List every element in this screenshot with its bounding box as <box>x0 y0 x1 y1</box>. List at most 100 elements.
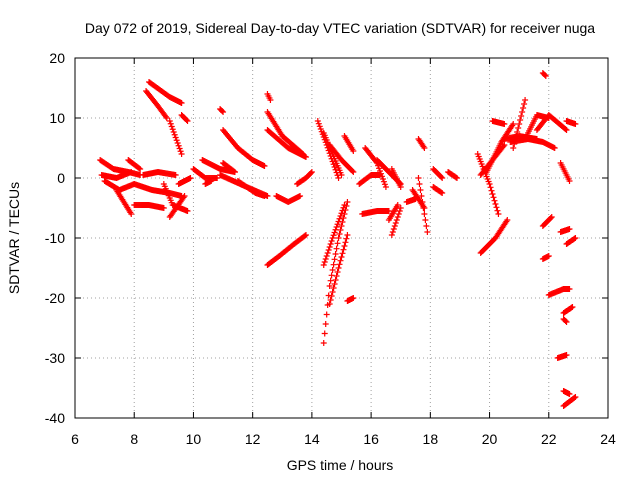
data-arc <box>545 286 573 298</box>
data-arc <box>98 169 135 181</box>
data-point <box>337 213 344 219</box>
data-point <box>178 151 185 157</box>
data-point <box>320 262 327 268</box>
x-tick-label: 12 <box>245 431 261 447</box>
data-point <box>397 184 404 190</box>
data-point <box>512 137 519 143</box>
data-point <box>333 273 340 279</box>
data-point <box>322 321 329 327</box>
data-arc <box>563 118 579 127</box>
data-point <box>322 256 329 262</box>
data-point <box>302 232 309 238</box>
data-point <box>566 178 573 184</box>
data-point <box>569 304 576 310</box>
data-point <box>513 133 520 139</box>
data-point <box>338 223 345 229</box>
data-point <box>349 168 356 174</box>
data-point <box>335 218 342 225</box>
data-point <box>327 297 334 303</box>
data-point <box>520 105 527 111</box>
data-point <box>302 154 309 160</box>
y-tick-label: 20 <box>49 50 65 66</box>
chart-title: Day 072 of 2019, Sidereal Day-to-day VTE… <box>85 20 595 36</box>
data-arc <box>344 295 357 304</box>
data-arc <box>533 112 570 133</box>
data-point <box>301 232 308 239</box>
data-point <box>510 145 517 151</box>
data-arc <box>264 232 309 268</box>
data-point <box>333 224 340 230</box>
data-point <box>376 165 383 172</box>
y-tick-label: -10 <box>45 230 65 246</box>
data-point <box>330 232 337 239</box>
data-point <box>336 231 343 237</box>
data-arc <box>140 169 179 178</box>
data-point <box>166 118 173 124</box>
data-point <box>317 126 324 132</box>
data-point <box>379 176 386 182</box>
data-point <box>516 121 523 127</box>
data-point <box>316 123 323 130</box>
data-point <box>424 229 431 235</box>
data-point <box>172 172 179 178</box>
data-point <box>335 235 342 241</box>
data-arc <box>539 70 549 79</box>
data-point <box>331 229 338 236</box>
data-point <box>187 175 194 181</box>
data-point <box>307 170 314 176</box>
x-tick-label: 18 <box>423 431 439 447</box>
data-arc <box>217 106 227 115</box>
data-point <box>173 137 180 144</box>
data-point <box>163 115 170 121</box>
data-arc <box>273 193 304 205</box>
data-point <box>566 226 573 232</box>
data-arc <box>320 202 348 268</box>
data-point <box>329 267 336 273</box>
data-point <box>332 277 339 283</box>
data-arc <box>264 91 274 103</box>
data-point <box>390 226 397 232</box>
data-arc <box>445 169 460 181</box>
data-point <box>329 235 336 241</box>
data-point <box>495 211 502 217</box>
data-point <box>350 169 357 175</box>
x-tick-label: 24 <box>600 431 616 447</box>
data-point <box>491 197 498 204</box>
data-point <box>341 211 348 217</box>
data-arc <box>560 304 576 316</box>
data-point <box>320 340 327 346</box>
y-tick-label: -30 <box>45 350 65 366</box>
data-point <box>329 289 336 295</box>
data-point <box>339 207 346 214</box>
data-point <box>568 304 575 311</box>
data-point <box>344 199 351 205</box>
data-point <box>514 129 521 135</box>
data-point <box>545 253 552 259</box>
data-arc <box>510 97 529 151</box>
x-tick-label: 8 <box>130 431 138 447</box>
data-point <box>323 311 330 318</box>
data-point <box>184 208 191 214</box>
data-arc <box>202 178 215 187</box>
data-arc <box>220 160 238 175</box>
data-point <box>335 265 342 271</box>
data-arc <box>113 187 135 217</box>
data-point <box>490 194 497 201</box>
y-tick-label: -20 <box>45 290 65 306</box>
data-point <box>330 261 337 268</box>
data-point <box>321 330 328 337</box>
data-point <box>175 142 182 149</box>
data-point <box>563 352 570 358</box>
data-point <box>572 121 579 127</box>
data-point <box>563 319 570 325</box>
data-point <box>339 250 346 257</box>
data-arc <box>125 157 144 172</box>
data-point <box>522 97 529 103</box>
data-point <box>171 131 178 138</box>
data-point <box>338 172 345 178</box>
data-point <box>438 174 445 180</box>
data-arc <box>234 178 268 199</box>
data-point <box>453 175 460 181</box>
data-arc <box>554 352 570 361</box>
